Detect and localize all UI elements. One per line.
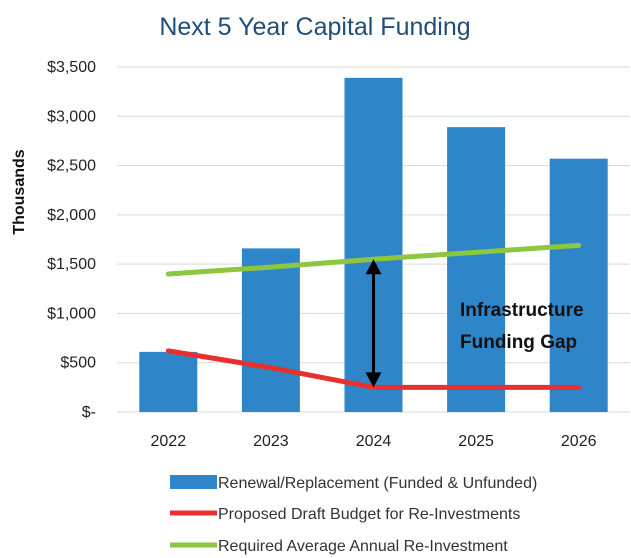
legend-swatch-1	[170, 475, 217, 489]
legend-label-3: Required Average Annual Re-Investment	[218, 538, 508, 555]
y-axis-label: Thousands	[11, 149, 28, 234]
x-axis-ticks: 2022 2023 2024 2025 2026	[151, 433, 597, 450]
bar-2026	[549, 158, 608, 412]
x-tick-label-2022: 2022	[151, 433, 187, 450]
x-tick-label-2025: 2025	[458, 433, 494, 450]
y-tick-label-6: $3,000	[47, 108, 96, 125]
bar-2025	[447, 127, 506, 412]
y-axis-ticks: $- $500 $1,000 $1,500 $2,000 $2,500 $3,000 $3,5…	[47, 59, 96, 421]
y-tick-label-7: $3,500	[47, 59, 96, 76]
y-tick-label-2: $1,000	[47, 305, 96, 322]
y-tick-label-4: $2,000	[47, 207, 96, 224]
y-tick-label-0: $-	[82, 404, 96, 421]
legend: Renewal/Replacement (Funded & Unfunded) P…	[170, 475, 537, 555]
y-tick-label-1: $500	[60, 355, 96, 372]
x-tick-label-2024: 2024	[356, 433, 392, 450]
y-tick-label-3: $1,500	[47, 256, 96, 273]
x-tick-label-2023: 2023	[253, 433, 289, 450]
chart-title: Next 5 Year Capital Funding	[159, 13, 470, 41]
funding-gap-annotation: Infrastructure Funding Gap	[365, 259, 584, 388]
bar-2023	[241, 248, 300, 412]
y-tick-label-5: $2,500	[47, 158, 96, 175]
legend-label-2: Proposed Draft Budget for Re-Investments	[218, 506, 520, 523]
annotation-line-1: Infrastructure	[460, 300, 584, 321]
gap-arrow-head-down	[365, 372, 382, 388]
bar-2022	[139, 351, 198, 412]
legend-label-1: Renewal/Replacement (Funded & Unfunded)	[218, 475, 537, 492]
x-tick-label-2026: 2026	[561, 433, 597, 450]
bar-series	[139, 77, 608, 412]
gap-arrow-head-up	[365, 259, 382, 275]
annotation-line-2: Funding Gap	[460, 332, 577, 353]
